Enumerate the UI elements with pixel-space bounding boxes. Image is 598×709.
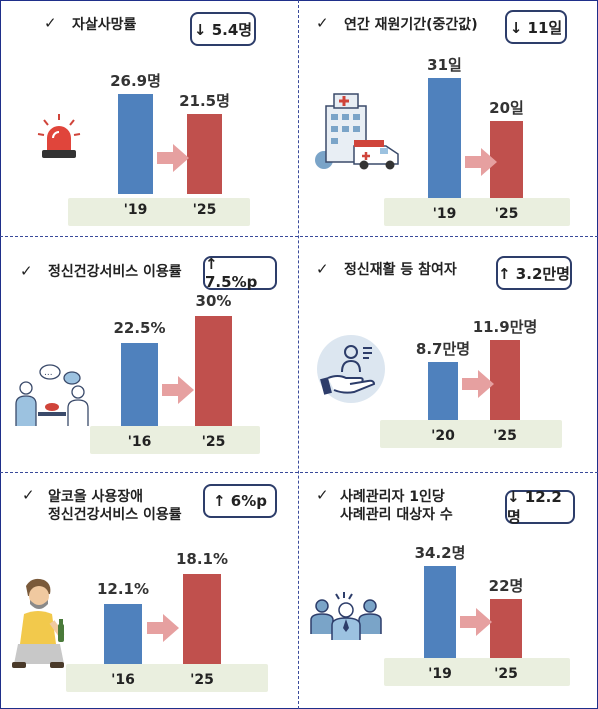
- panel-hospital-stay: ✓ 연간 재원기간(중간값) ↓ 11일 31일 20일 '19 '25: [298, 0, 596, 236]
- bar-second: [490, 599, 522, 658]
- value-label-first: 8.7만명: [415, 340, 471, 358]
- bar-first: [428, 78, 461, 198]
- hospital-ambulance-icon: [315, 93, 399, 170]
- row-divider-2: [0, 472, 598, 473]
- panel-title: 사례관리자 1인당 사례관리 대상자 수: [340, 489, 453, 523]
- bar-second: [195, 316, 232, 426]
- value-label-second: 20일: [489, 99, 524, 117]
- change-badge: ↓ 5.4명: [190, 12, 256, 46]
- arrow-right-icon: [460, 608, 492, 636]
- change-badge: ↑ 3.2만명: [496, 256, 572, 290]
- bar-second: [187, 114, 222, 194]
- value-label-second: 18.1%: [175, 550, 229, 568]
- axis-base: [384, 198, 570, 226]
- bar-first: [424, 566, 456, 658]
- x-label-first: '20: [431, 428, 455, 444]
- change-badge: ↓ 11일: [505, 10, 567, 44]
- x-label-second: '25: [192, 202, 217, 218]
- panel-title: 정신재활 등 참여자: [344, 262, 457, 278]
- change-badge: ↑ 7.5%p: [203, 255, 277, 291]
- panel-alcohol-service-usage: ✓ 알코올 사용장애 정신건강서비스 이용률 ↑ 6%p 12.1% 18.1%…: [0, 472, 298, 708]
- x-label-second: '25: [190, 672, 214, 688]
- check-icon: ✓: [316, 14, 329, 32]
- axis-base: [66, 664, 268, 692]
- x-label-second: '25: [493, 428, 517, 444]
- check-icon: ✓: [20, 262, 33, 280]
- bar-second: [490, 121, 523, 198]
- bar-first: [428, 362, 458, 420]
- check-icon: ✓: [316, 486, 329, 504]
- panel-suicide-rate: ✓ 자살사망률 ↓ 5.4명 26.9명 21.5명 '19 '25: [0, 0, 298, 236]
- panel-title: 정신건강서비스 이용률: [48, 264, 182, 280]
- value-label-first: 12.1%: [96, 580, 150, 598]
- x-label-second: '25: [494, 666, 518, 682]
- axis-base: [384, 658, 570, 686]
- value-label-first: 31일: [427, 56, 462, 74]
- change-badge: ↓ 12.2명: [505, 488, 575, 526]
- bar-first: [121, 343, 158, 426]
- arrow-right-icon: [462, 370, 494, 398]
- value-label-second: 22명: [488, 577, 524, 595]
- arrow-right-icon: [465, 148, 497, 176]
- panel-title: 연간 재원기간(중간값): [344, 17, 478, 33]
- siren-icon: [37, 114, 81, 158]
- bar-first: [104, 604, 142, 664]
- arrow-right-icon: [147, 614, 179, 642]
- x-label-first: '19: [428, 666, 452, 682]
- counseling-icon: ...: [15, 364, 89, 426]
- x-label-first: '19: [432, 206, 457, 222]
- x-label-first: '16: [127, 434, 152, 450]
- panel-rehab-participants: ✓ 정신재활 등 참여자 ↑ 3.2만명 8.7만명 11.9만명 '20 '2…: [298, 236, 596, 472]
- bar-second: [490, 340, 520, 420]
- bar-first: [118, 94, 153, 194]
- value-label-first: 22.5%: [113, 319, 166, 337]
- check-icon: ✓: [44, 14, 57, 32]
- value-label-first: 34.2명: [414, 544, 466, 562]
- x-label-second: '25: [201, 434, 226, 450]
- row-divider-1: [0, 236, 598, 237]
- axis-base: [90, 426, 260, 454]
- people-group-icon: [310, 592, 382, 640]
- x-label-first: '16: [111, 672, 135, 688]
- value-label-second: 21.5명: [179, 92, 230, 110]
- panel-title: 자살사망률: [72, 17, 137, 33]
- svg-text:...: ...: [44, 368, 53, 378]
- panel-case-manager-load: ✓ 사례관리자 1인당 사례관리 대상자 수 ↓ 12.2명 34.2명 22명…: [298, 472, 596, 708]
- column-divider: [298, 0, 299, 709]
- drinking-man-icon: [12, 578, 65, 668]
- panel-title: 알코올 사용장애 정신건강서비스 이용률: [48, 489, 182, 523]
- check-icon: ✓: [316, 260, 329, 278]
- value-label-first: 26.9명: [110, 72, 161, 90]
- axis-base: [380, 420, 562, 448]
- check-icon: ✓: [22, 486, 35, 504]
- axis-base: [68, 198, 250, 226]
- value-label-second: 30%: [195, 292, 232, 310]
- x-label-first: '19: [123, 202, 148, 218]
- bar-second: [183, 574, 221, 664]
- change-badge: ↑ 6%p: [203, 484, 277, 518]
- arrow-right-icon: [162, 376, 194, 404]
- panel-mental-service-usage: ✓ 정신건강서비스 이용률 ↑ 7.5%p 22.5% 30% '16 '25 …: [0, 236, 298, 472]
- x-label-second: '25: [494, 206, 519, 222]
- arrow-right-icon: [157, 144, 189, 172]
- hand-care-icon: [317, 335, 385, 403]
- value-label-second: 11.9만명: [472, 318, 538, 336]
